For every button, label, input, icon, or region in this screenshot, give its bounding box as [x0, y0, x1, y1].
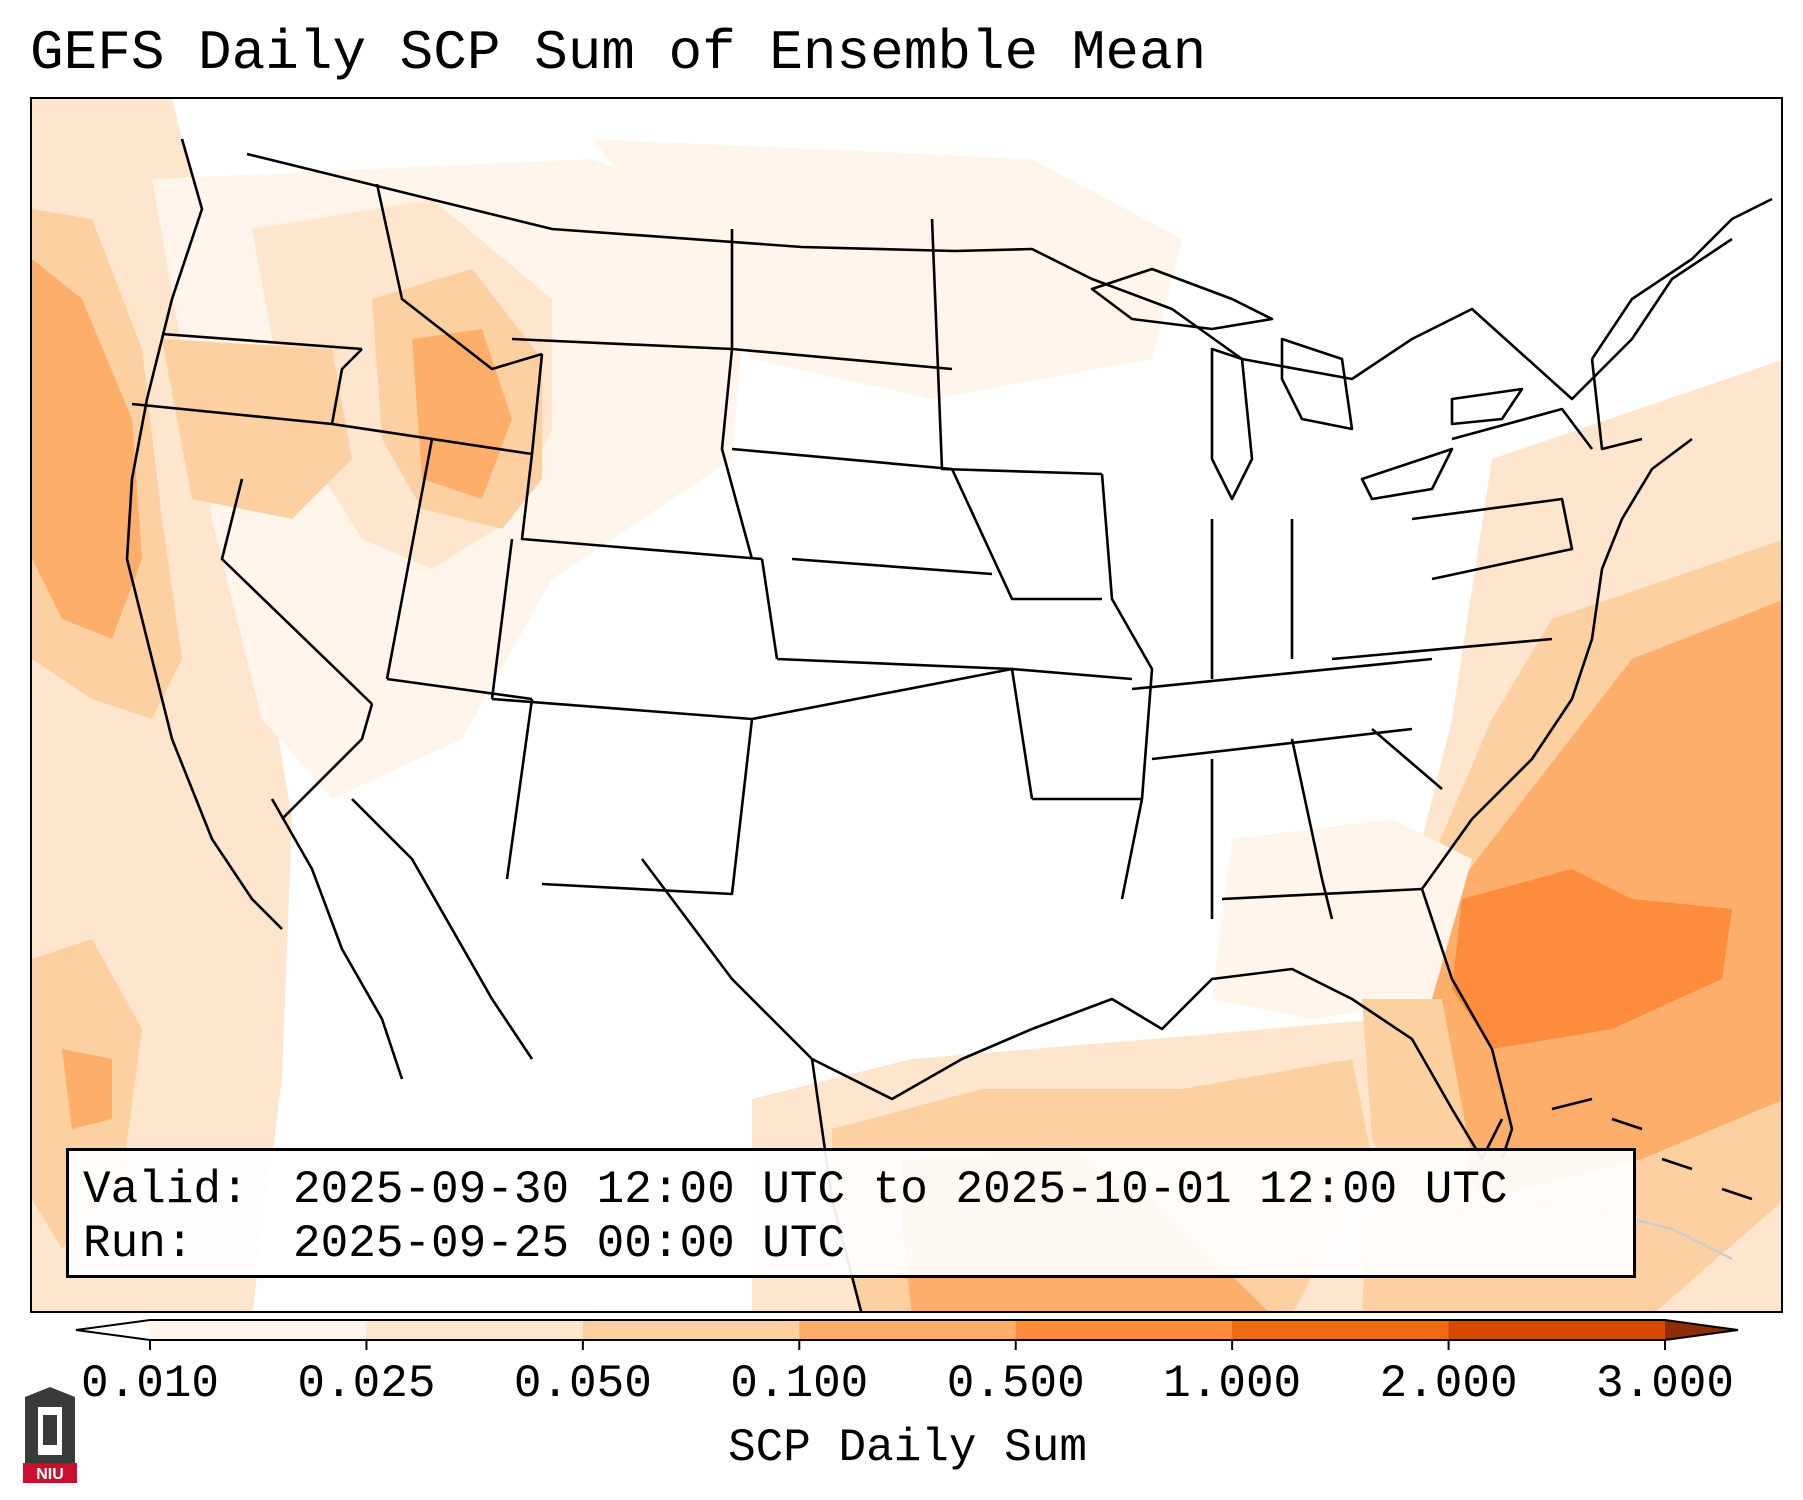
scp-shade-atlantic-core [1452, 869, 1732, 1049]
border-wy-co [520, 453, 763, 561]
border-al-ga [1290, 738, 1334, 920]
border-nd-sd [731, 347, 953, 371]
border-new-england [1590, 358, 1643, 451]
colorbar-tick-label: 0.050 [513, 1358, 652, 1410]
bahamas [1551, 1097, 1753, 1201]
colorbar-segment [1448, 1320, 1666, 1340]
border-mt-wy [511, 337, 733, 351]
colorbar-tick-label: 2.000 [1379, 1358, 1518, 1410]
border-az-nm [505, 698, 534, 880]
baja-california [270, 798, 404, 1080]
colorbar-segment [150, 1320, 367, 1340]
run-key: Run: [83, 1218, 194, 1270]
border-co-nm [491, 697, 753, 721]
pacific-coast [125, 138, 283, 930]
border-ky-tn [1131, 657, 1433, 691]
colorbar-extend-under [76, 1320, 150, 1340]
border-ut-az [386, 677, 533, 701]
border-wa-or [161, 332, 363, 351]
mexico-west-coast [351, 798, 534, 1060]
valid-line: Valid: 2025-09-30 12:00 UTC to 2025-10-0… [83, 1163, 1619, 1217]
border-or-id [330, 348, 363, 425]
colorbar-tick-label: 1.000 [1163, 1358, 1302, 1410]
great-lake-michigan [1210, 347, 1254, 501]
colorbar-segment [1232, 1320, 1450, 1340]
niu-logo: NIU [23, 1387, 77, 1483]
great-lake-huron [1280, 337, 1354, 431]
colorbar-ticks [149, 1340, 1666, 1350]
border-ok-tx [751, 667, 1034, 800]
border-nm-tx [541, 718, 754, 896]
scp-shading [32, 99, 1781, 1311]
niu-logo-window [43, 1415, 57, 1445]
border-or-ca [131, 402, 333, 426]
colorbar [75, 1319, 1739, 1350]
colorbar-extend-over [1665, 1320, 1738, 1340]
map-panel [30, 97, 1783, 1313]
colorbar-segment [1015, 1320, 1233, 1340]
border-mississippi [1100, 473, 1154, 900]
border-ia-mo [950, 468, 1102, 601]
border-ga-sc [1371, 728, 1443, 790]
scp-shade-pacific-deep [32, 259, 142, 639]
border-tn-south [1151, 727, 1413, 761]
niu-logo-banner [23, 1463, 77, 1483]
scp-shade-oregon-mid [162, 339, 352, 519]
great-lake-ontario [1450, 387, 1524, 426]
border-ga-fl [1221, 887, 1423, 901]
border-nv-ut [385, 438, 434, 680]
colorbar-label: SCP Daily Sum [728, 1422, 1087, 1474]
border-ne-ks [791, 557, 993, 576]
maritime-coast [1590, 197, 1773, 360]
scp-shade-idaho-core [412, 329, 512, 499]
border-tx-coast [640, 858, 1033, 1101]
border-co-ks [760, 558, 779, 660]
border-wy-ne [720, 348, 754, 560]
border-id-wy [530, 353, 544, 455]
border-nc-va [1331, 637, 1553, 661]
run-line: Run: 2025-09-25 00:00 UTC [83, 1217, 1619, 1271]
colorbar-segment [582, 1320, 800, 1340]
atlantic-coast [1420, 437, 1693, 890]
border-id-mt [375, 183, 543, 371]
colorbar-segment [366, 1320, 584, 1340]
colorbar-tick-label: 0.025 [297, 1358, 436, 1410]
colorbar-tick-label: 0.100 [730, 1358, 869, 1410]
colorbar-segment [799, 1320, 1017, 1340]
valid-key: Valid: [83, 1164, 249, 1216]
niu-logo-text: NIU [36, 1466, 64, 1483]
border-pa [1411, 497, 1574, 581]
valid-run-info-box: Valid: 2025-09-30 12:00 UTC to 2025-10-0… [66, 1148, 1636, 1278]
scp-shade-southeast-light [1212, 819, 1472, 1019]
scp-shade-baja-deep [62, 1049, 112, 1129]
scp-map [32, 99, 1781, 1311]
border-sd-ne [731, 447, 953, 471]
colorbar-tick-label: 0.500 [946, 1358, 1085, 1410]
great-lake-erie [1360, 447, 1454, 501]
great-lake-superior [1090, 267, 1274, 331]
border-ut-co [490, 538, 514, 700]
florida-peninsula [1420, 888, 1514, 1160]
colorbar-tick-label: 0.010 [80, 1358, 220, 1410]
border-ca-nv [220, 478, 373, 705]
colorbar-tick-label: 3.000 [1595, 1358, 1735, 1410]
border-ks-ok [776, 657, 1013, 671]
scp-shade-plains-light [592, 139, 1182, 399]
border-ny [1451, 407, 1594, 450]
map-title: GEFS Daily SCP Sum of Ensemble Mean [30, 21, 1207, 85]
border-mn-ia [930, 218, 1103, 476]
border-ca-az [281, 703, 374, 820]
run-value: 2025-09-25 00:00 UTC [293, 1218, 846, 1270]
gulf-coast [1031, 967, 1504, 1161]
border-mo-ar [1011, 667, 1133, 681]
valid-value: 2025-09-30 12:00 UTC to 2025-10-01 12:00… [293, 1164, 1508, 1216]
colorbar-segments [75, 1319, 1739, 1341]
